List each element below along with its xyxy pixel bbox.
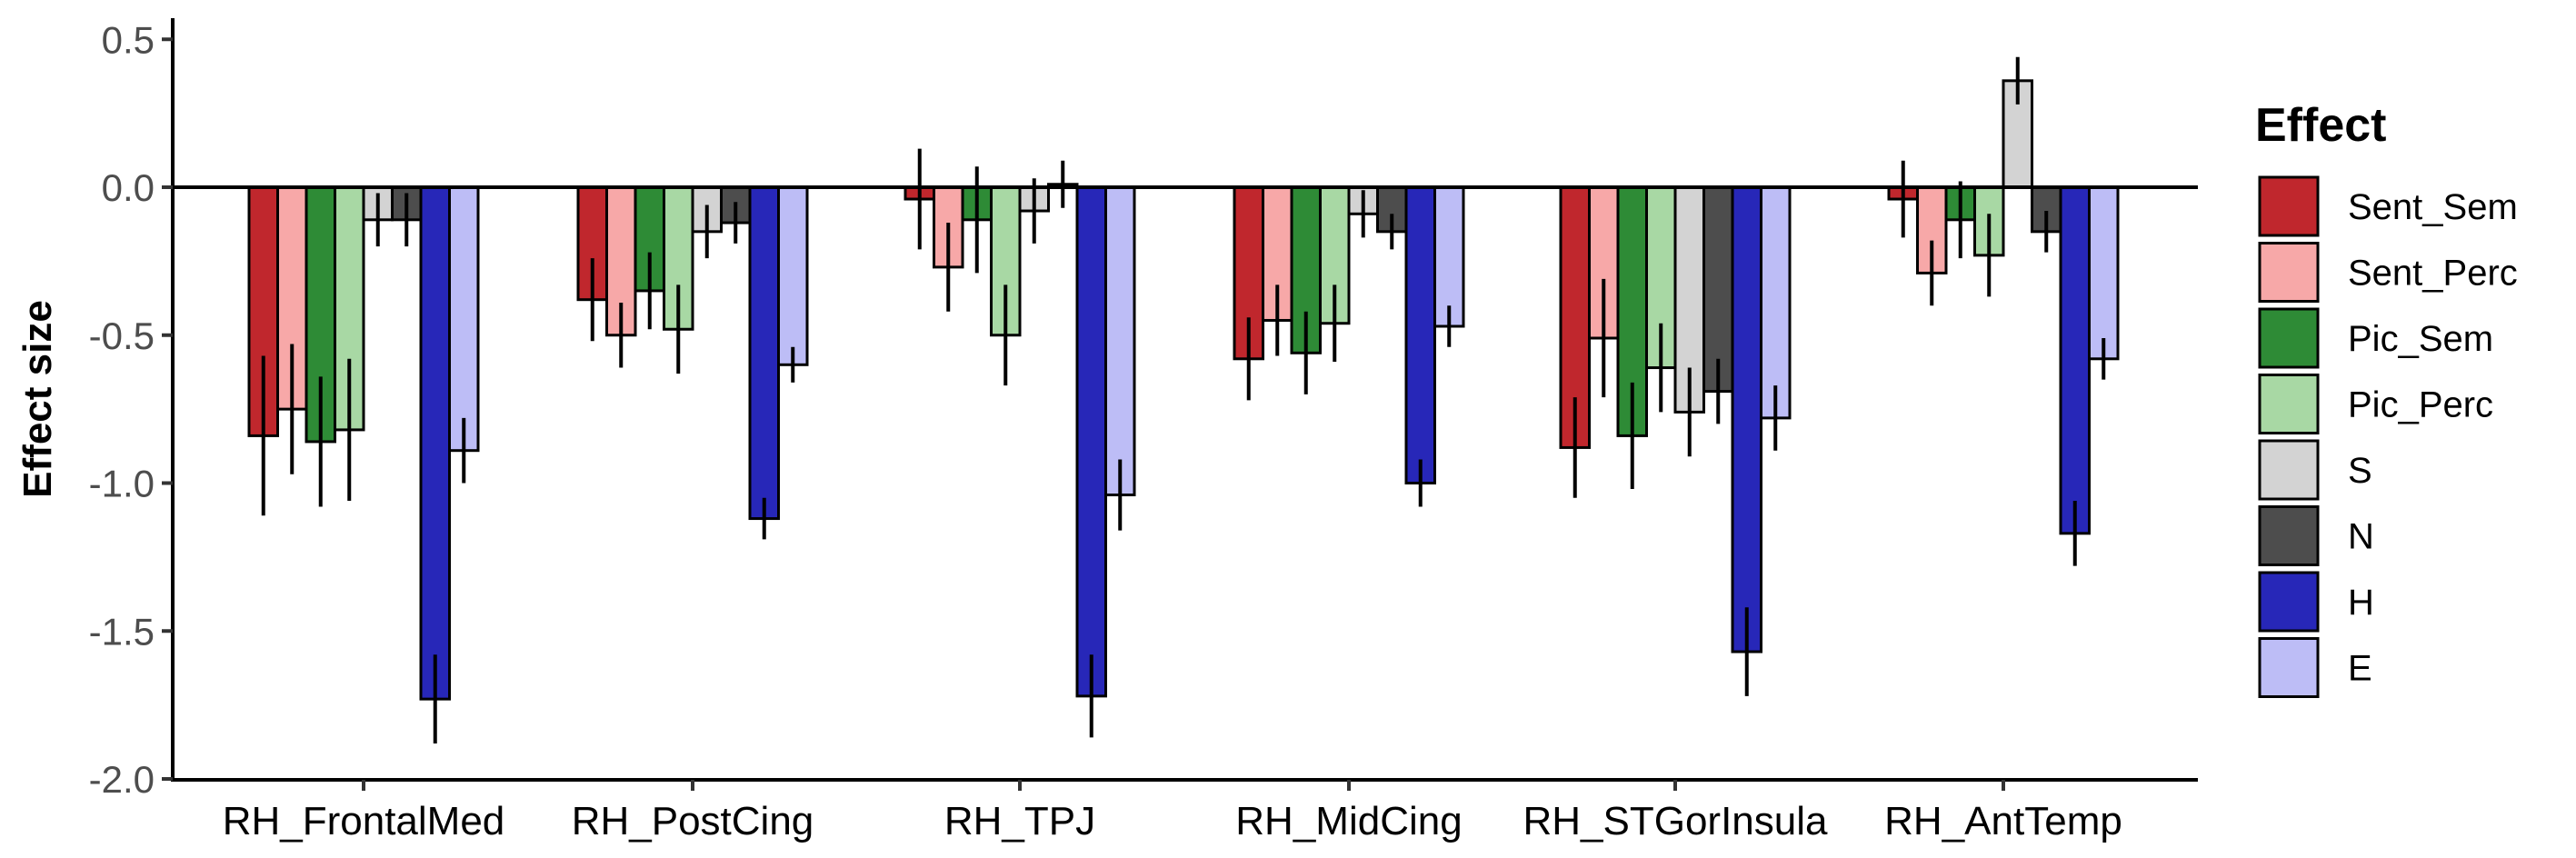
x-tick-label: RH_PostCing [572, 799, 814, 843]
legend-label: H [2348, 583, 2374, 623]
legend-swatch [2258, 439, 2320, 501]
x-tick-label: RH_TPJ [944, 799, 1095, 843]
y-tick-label: -0.5 [89, 314, 155, 357]
bar-h [748, 185, 780, 521]
bar-h [419, 185, 451, 701]
bar-h [2059, 185, 2091, 535]
bar-h [1404, 185, 1436, 484]
legend-title: Effect [2255, 99, 2386, 152]
bars-layer [247, 79, 2120, 701]
legend: Effect Sent_SemSent_PercPic_SemPic_PercS… [2255, 99, 2518, 698]
legend-swatch [2258, 571, 2320, 633]
error-bars-layer [261, 56, 2106, 743]
y-tick-label: -1.5 [89, 610, 155, 653]
y-tick-label: -2.0 [89, 758, 155, 801]
bar-h [1075, 185, 1107, 698]
bar-e [2088, 185, 2120, 361]
legend-swatch [2258, 307, 2320, 369]
legend-swatch [2258, 242, 2320, 303]
x-tick-label: RH_FrontalMed [223, 799, 505, 843]
x-tick-label: RH_STGorInsula [1523, 799, 1828, 843]
legend-label: Pic_Sem [2348, 319, 2493, 359]
y-axis-label: Effect size [15, 300, 60, 498]
legend-swatch [2258, 637, 2320, 698]
legend-label: Sent_Perc [2348, 254, 2518, 294]
legend-label: N [2348, 517, 2374, 557]
x-axis-ticks: RH_FrontalMed RH_PostCing RH_TPJ RH_MidCing… [223, 780, 2122, 843]
y-axis-ticks: 0.5 0.0 -0.5 -1.0 -1.5 -2.0 [89, 18, 173, 801]
bar-e [1104, 185, 1136, 497]
legend-label: E [2348, 649, 2372, 689]
y-tick-label: -1.0 [89, 463, 155, 505]
legend-swatch [2258, 505, 2320, 566]
legend-swatch [2258, 374, 2320, 434]
legend-label: S [2348, 451, 2372, 491]
x-tick-label: RH_MidCing [1235, 799, 1462, 843]
y-tick-label: 0.5 [102, 18, 155, 61]
bar-h [1731, 185, 1762, 653]
bar-e [448, 185, 480, 453]
plot-area: 0.5 0.0 -0.5 -1.0 -1.5 -2.0 RH_FrontalMed RH_P… [89, 18, 2198, 843]
y-tick-label: 0.0 [102, 166, 155, 209]
bar-e [1760, 185, 1792, 420]
legend-label: Pic_Perc [2348, 385, 2493, 425]
bar-e [1433, 185, 1465, 328]
legend-label: Sent_Sem [2348, 187, 2518, 227]
bar-e [777, 185, 809, 366]
x-tick-label: RH_AntTemp [1884, 799, 2122, 843]
legend-swatch [2258, 175, 2320, 237]
